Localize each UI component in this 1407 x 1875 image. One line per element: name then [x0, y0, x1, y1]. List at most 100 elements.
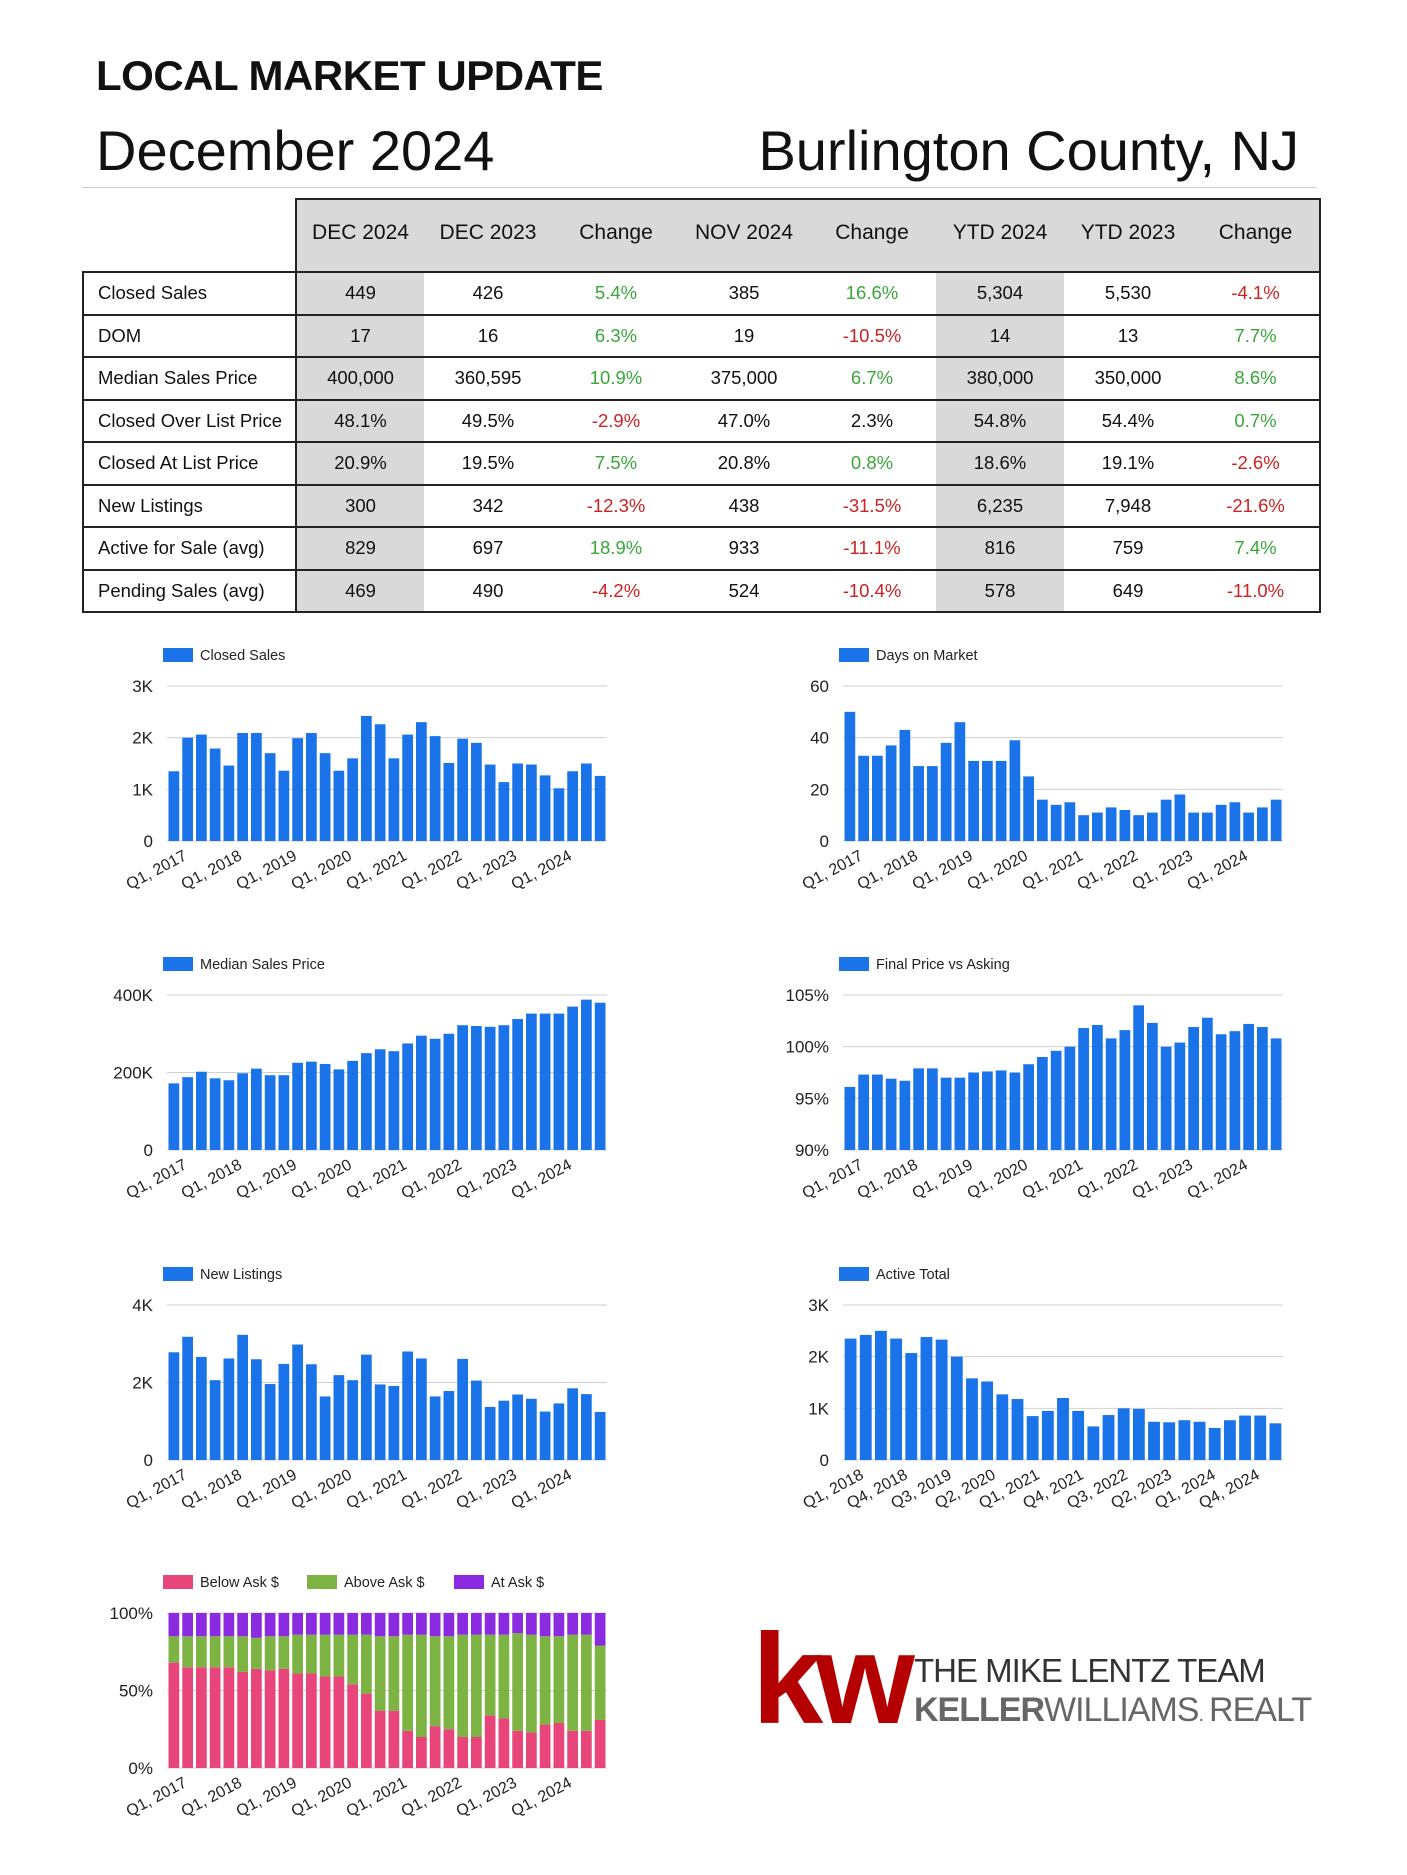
bar [168, 1083, 180, 1150]
bar [913, 1068, 924, 1150]
bar [1269, 1423, 1282, 1460]
stacked-bar-segment [292, 1673, 303, 1768]
closed-sales-chart: Closed Sales 0 1K 2K 3K Q1, 2017 Q1, 2018 Q1, 2… [92, 636, 622, 926]
bar [1087, 1426, 1100, 1460]
bar [512, 1019, 523, 1150]
bar [1215, 804, 1227, 841]
stacked-bar-segment [471, 1613, 482, 1635]
y-tick-label: 100% [786, 1038, 829, 1057]
x-tick-label: Q1, 2019 [234, 1156, 300, 1202]
stacked-bar-segment [182, 1636, 193, 1668]
bar [1119, 810, 1131, 841]
brand-williams: WILLIAMS [1044, 1691, 1199, 1729]
bar [292, 1344, 303, 1460]
bar [1202, 812, 1213, 841]
column-header: Change [1192, 198, 1321, 272]
stacked-bar-segment [539, 1636, 551, 1725]
bar [1133, 815, 1144, 841]
stacked-bar-segment [539, 1724, 551, 1768]
bar [844, 1338, 857, 1460]
stacked-bar-segment [333, 1634, 345, 1677]
stacked-bar-segment [567, 1634, 578, 1731]
y-tick-label: 20 [810, 780, 829, 799]
value-cell: 759 [1064, 527, 1192, 571]
stacked-bar-segment [278, 1636, 290, 1669]
stacked-bar-segment [347, 1684, 358, 1768]
row-label: Pending Sales (avg) [82, 569, 297, 613]
x-tick-label: Q1, 2017 [124, 847, 190, 893]
table-row: DOM 17 16 6.3% 19 -10.5% 14 13 7.7% [82, 314, 1321, 358]
stacked-bar-segment [347, 1613, 358, 1635]
legend-label: Below Ask $ [200, 1575, 279, 1591]
value-cell: 400,000 [296, 357, 424, 401]
bar [995, 760, 1007, 841]
bar [1223, 1420, 1236, 1460]
stacked-bar-segment [251, 1613, 262, 1638]
y-tick-label: 400K [113, 986, 153, 1005]
keller-williams-logo: kw THE MIKE LENTZ TEAM KELLERWILLIAMS. RE… [752, 1608, 1334, 1751]
stacked-bar-segment [429, 1726, 441, 1768]
stacked-bar-segment [264, 1613, 276, 1637]
bar [498, 1400, 510, 1460]
bar [484, 1406, 496, 1460]
y-tick-label: 1K [132, 780, 153, 799]
bar [526, 1398, 537, 1460]
value-cell: 426 [424, 271, 552, 316]
bar [361, 1354, 372, 1460]
y-tick-label: 3K [132, 677, 153, 696]
value-cell: 19.5% [424, 442, 552, 486]
bar [182, 1336, 193, 1460]
stacked-bar-segment [553, 1636, 565, 1724]
bar [1270, 799, 1282, 841]
change-cell: -11.1% [808, 527, 936, 571]
bar [251, 1068, 262, 1150]
bar [899, 1080, 911, 1150]
x-tick-label: Q1, 2021 [344, 1156, 410, 1202]
bar [333, 770, 345, 841]
value-cell: 300 [296, 484, 424, 528]
change-cell: 10.9% [552, 357, 680, 401]
stacked-bar-segment [374, 1710, 386, 1768]
bar [1072, 1410, 1085, 1460]
bar [182, 1077, 193, 1150]
stacked-bar-segment [196, 1667, 207, 1768]
value-cell: 20.9% [296, 442, 424, 486]
stacked-bar-segment [402, 1730, 413, 1768]
change-cell: 5.4% [552, 271, 680, 316]
x-tick-label: Q1, 2024 [1185, 847, 1251, 893]
bar [526, 764, 537, 841]
bar [416, 722, 427, 841]
stacked-bar-segment [526, 1732, 537, 1768]
bar [890, 1338, 903, 1460]
stacked-bar-segment [457, 1634, 468, 1737]
bar [1178, 1420, 1191, 1460]
stacked-bar-segment [251, 1668, 262, 1768]
bar [1064, 1046, 1076, 1150]
bar [196, 734, 207, 841]
stacked-bar-segment [443, 1613, 455, 1637]
x-tick-label: Q1, 2023 [454, 1156, 520, 1202]
bar [1174, 794, 1186, 841]
bar [1132, 1408, 1145, 1460]
bar [995, 1070, 1007, 1150]
bar [844, 1086, 856, 1150]
stacked-bar-segment [484, 1715, 496, 1768]
stacked-bar-segment [319, 1634, 331, 1677]
stacked-bar-segment [539, 1613, 551, 1637]
x-tick-label: Q1, 2021 [344, 847, 410, 893]
value-cell: 469 [296, 569, 424, 613]
bar [1105, 807, 1117, 841]
stacked-bar-segment [306, 1634, 317, 1674]
stacked-bar-segment [402, 1613, 413, 1635]
bar [1188, 812, 1199, 841]
bar [594, 775, 606, 841]
bar [512, 763, 523, 841]
stacked-bar-segment [526, 1613, 537, 1635]
stacked-bar-segment [374, 1613, 386, 1637]
x-tick-label: Q1, 2020 [965, 847, 1031, 893]
bar [306, 1061, 317, 1150]
table-corner [83, 199, 296, 272]
market-stats-table: DEC 2024 DEC 2023 Change NOV 2024 Change YTD … [82, 198, 1321, 613]
y-tick-label: 95% [795, 1089, 829, 1108]
final-price-vs-asking-chart: Final Price vs Asking 90% 95% 100% 105% Q1, 2… [768, 945, 1298, 1235]
